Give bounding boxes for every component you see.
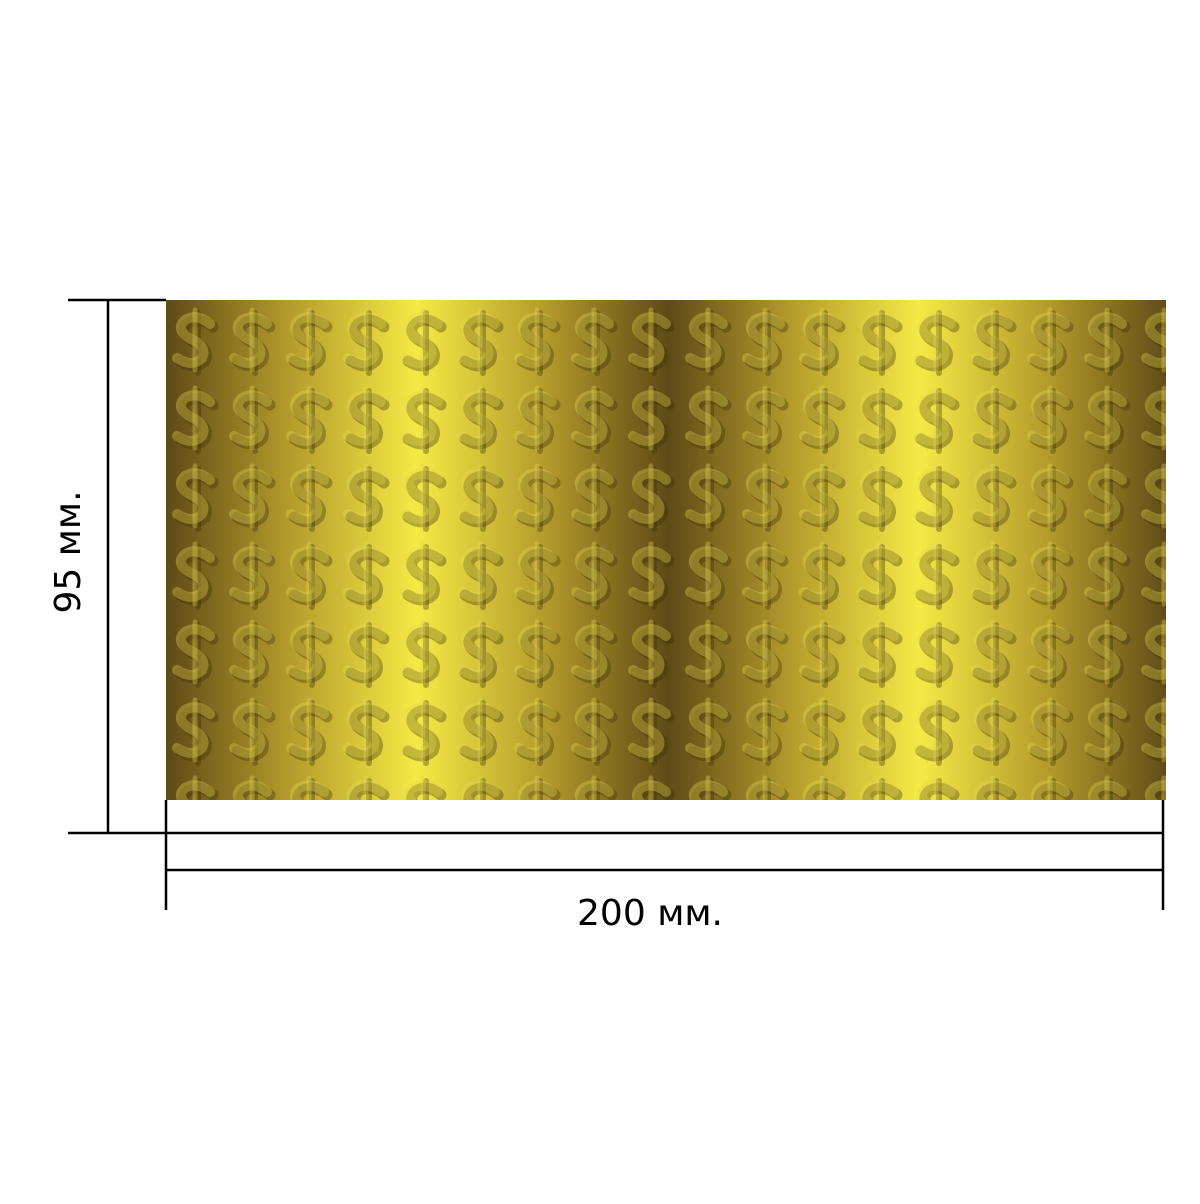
height-dimension xyxy=(68,298,166,835)
height-label: 95 мм. xyxy=(48,490,89,613)
dollar-pattern xyxy=(166,300,1166,800)
width-label: 200 мм. xyxy=(577,893,723,934)
width-dimension xyxy=(164,800,1165,910)
